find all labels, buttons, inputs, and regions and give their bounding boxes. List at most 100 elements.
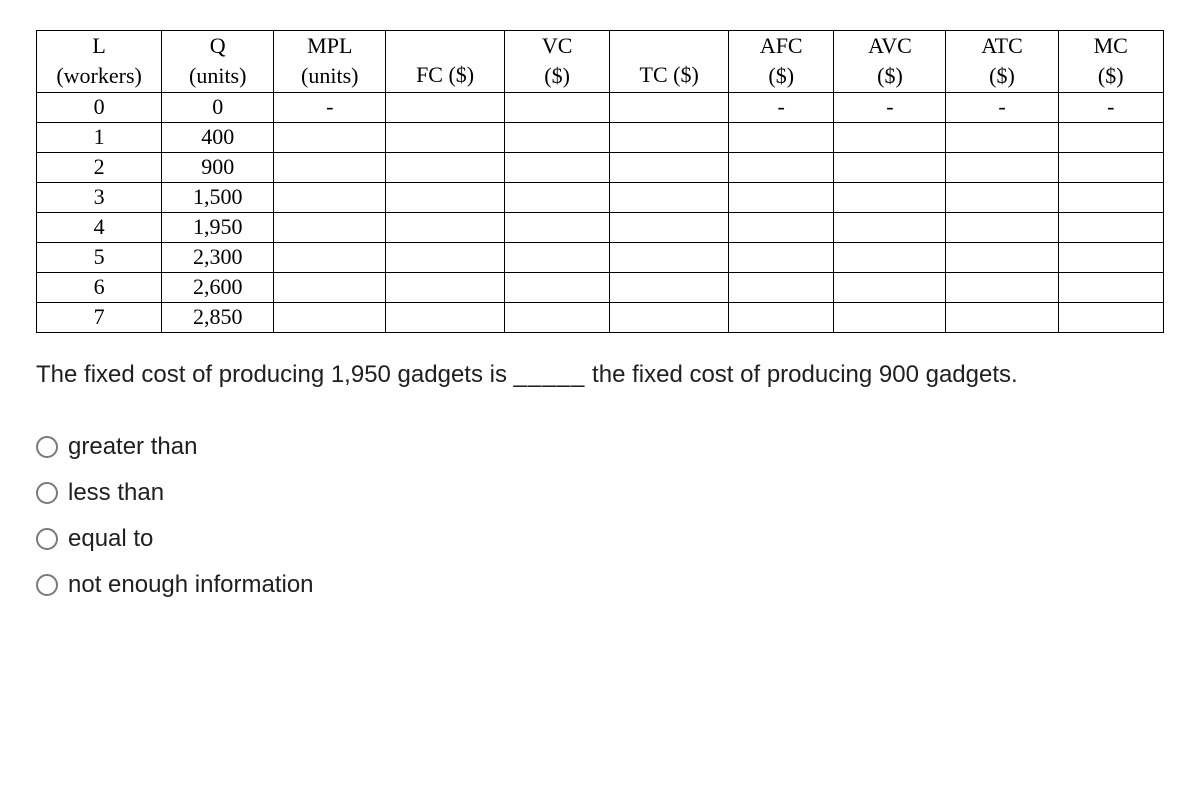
cell-2-1: 900 — [162, 152, 274, 182]
cell-2-3 — [386, 152, 505, 182]
question-blank: _____ — [514, 361, 586, 388]
cell-1-4 — [504, 122, 609, 152]
cell-3-8 — [946, 182, 1058, 212]
radio-icon[interactable] — [36, 436, 58, 458]
cell-4-6 — [728, 212, 833, 242]
header-bottom-4: ($) — [504, 61, 609, 92]
cell-6-9 — [1058, 272, 1164, 302]
table-body: 00-----1400290031,50041,95052,30062,6007… — [37, 92, 1164, 332]
cell-2-8 — [946, 152, 1058, 182]
option-3[interactable]: not enough information — [36, 571, 1164, 599]
cell-1-1: 400 — [162, 122, 274, 152]
cell-5-0: 5 — [37, 242, 162, 272]
cell-5-8 — [946, 242, 1058, 272]
header-top-6: AFC — [728, 31, 833, 62]
cell-3-6 — [728, 182, 833, 212]
cell-0-2: - — [274, 92, 386, 122]
cell-0-8: - — [946, 92, 1058, 122]
cell-2-9 — [1058, 152, 1164, 182]
cell-6-8 — [946, 272, 1058, 302]
option-2[interactable]: equal to — [36, 525, 1164, 553]
header-bottom-1: (units) — [162, 61, 274, 92]
table-header: LQMPLFC ($)VCTC ($)AFCAVCATCMC(workers)(… — [37, 31, 1164, 93]
cell-6-7 — [834, 272, 946, 302]
header-top-1: Q — [162, 31, 274, 62]
cell-7-8 — [946, 302, 1058, 332]
cell-6-4 — [504, 272, 609, 302]
cell-7-7 — [834, 302, 946, 332]
header-bottom-0: (workers) — [37, 61, 162, 92]
option-0[interactable]: greater than — [36, 433, 1164, 461]
cell-0-4 — [504, 92, 609, 122]
cell-6-6 — [728, 272, 833, 302]
cell-2-2 — [274, 152, 386, 182]
question-part1: The fixed cost of producing 1,950 gadget… — [36, 361, 514, 388]
cell-5-5 — [610, 242, 729, 272]
cell-2-6 — [728, 152, 833, 182]
radio-icon[interactable] — [36, 528, 58, 550]
cell-3-1: 1,500 — [162, 182, 274, 212]
cell-0-7: - — [834, 92, 946, 122]
cell-5-2 — [274, 242, 386, 272]
cell-3-3 — [386, 182, 505, 212]
cell-6-3 — [386, 272, 505, 302]
option-label: greater than — [68, 433, 197, 461]
header-3: FC ($) — [386, 31, 505, 93]
cell-6-5 — [610, 272, 729, 302]
cell-4-3 — [386, 212, 505, 242]
cell-2-5 — [610, 152, 729, 182]
cell-3-2 — [274, 182, 386, 212]
option-label: not enough information — [68, 571, 314, 599]
table-row: 52,300 — [37, 242, 1164, 272]
cell-1-0: 1 — [37, 122, 162, 152]
cell-7-3 — [386, 302, 505, 332]
cell-6-1: 2,600 — [162, 272, 274, 302]
cell-2-0: 2 — [37, 152, 162, 182]
option-label: less than — [68, 479, 164, 507]
cell-1-5 — [610, 122, 729, 152]
cell-7-5 — [610, 302, 729, 332]
option-1[interactable]: less than — [36, 479, 1164, 507]
cell-4-8 — [946, 212, 1058, 242]
cell-4-2 — [274, 212, 386, 242]
cell-0-3 — [386, 92, 505, 122]
radio-icon[interactable] — [36, 482, 58, 504]
cell-0-5 — [610, 92, 729, 122]
cell-2-7 — [834, 152, 946, 182]
header-top-7: AVC — [834, 31, 946, 62]
header-top-9: MC — [1058, 31, 1164, 62]
header-5: TC ($) — [610, 31, 729, 93]
cell-5-4 — [504, 242, 609, 272]
cell-1-9 — [1058, 122, 1164, 152]
cell-1-3 — [386, 122, 505, 152]
header-top-8: ATC — [946, 31, 1058, 62]
table-row: 2900 — [37, 152, 1164, 182]
table-row: 1400 — [37, 122, 1164, 152]
cell-1-2 — [274, 122, 386, 152]
cost-table: LQMPLFC ($)VCTC ($)AFCAVCATCMC(workers)(… — [36, 30, 1164, 333]
options-group: greater than less than equal to not enough … — [36, 433, 1164, 599]
cell-0-6: - — [728, 92, 833, 122]
cell-3-7 — [834, 182, 946, 212]
question-text: The fixed cost of producing 1,950 gadget… — [36, 357, 1164, 393]
header-bottom-7: ($) — [834, 61, 946, 92]
cell-1-8 — [946, 122, 1058, 152]
header-top-2: MPL — [274, 31, 386, 62]
cell-7-6 — [728, 302, 833, 332]
cell-1-6 — [728, 122, 833, 152]
table-row: 62,600 — [37, 272, 1164, 302]
cell-4-5 — [610, 212, 729, 242]
cell-7-9 — [1058, 302, 1164, 332]
header-bottom-9: ($) — [1058, 61, 1164, 92]
cell-3-5 — [610, 182, 729, 212]
table-row: 72,850 — [37, 302, 1164, 332]
radio-icon[interactable] — [36, 574, 58, 596]
cell-6-0: 6 — [37, 272, 162, 302]
option-label: equal to — [68, 525, 153, 553]
cell-7-0: 7 — [37, 302, 162, 332]
header-top-0: L — [37, 31, 162, 62]
header-bottom-6: ($) — [728, 61, 833, 92]
cell-4-7 — [834, 212, 946, 242]
cell-0-9: - — [1058, 92, 1164, 122]
cell-5-7 — [834, 242, 946, 272]
